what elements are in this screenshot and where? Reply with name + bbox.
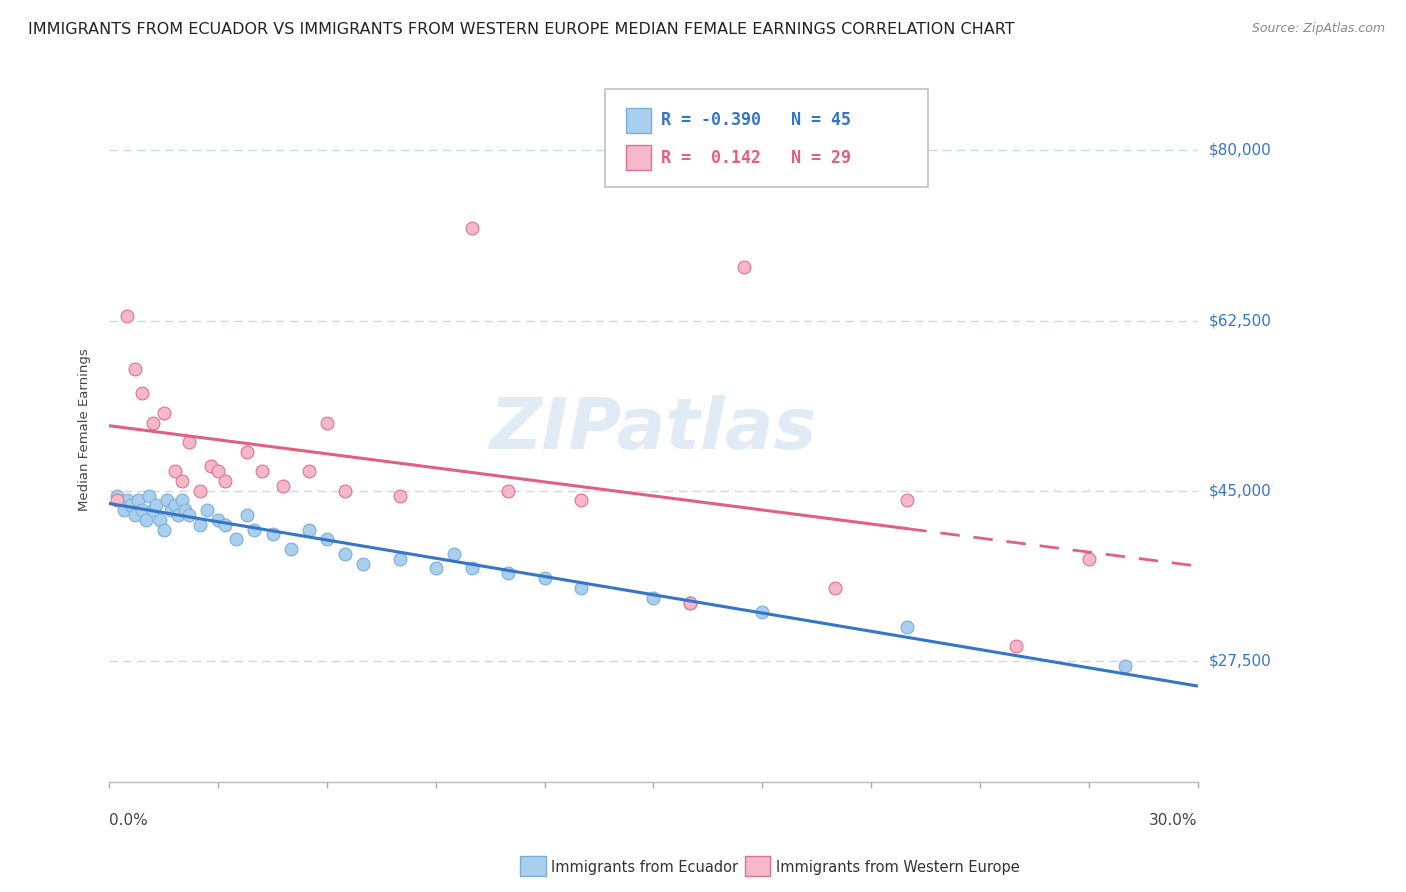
Point [156,493,179,508]
Point [112,503,135,517]
Point [569,581,592,595]
Point [333,547,356,561]
Point [117,493,139,508]
Point [225,533,247,547]
Point [170,474,193,488]
Point [388,489,411,503]
Text: $80,000: $80,000 [1209,143,1271,158]
Point [105,489,128,503]
Text: $27,500: $27,500 [1209,653,1271,668]
Point [170,493,193,508]
Point [533,571,555,585]
Point [179,435,201,450]
Point [679,595,702,609]
Point [569,493,592,508]
Point [127,493,149,508]
Point [896,620,918,634]
Point [131,503,153,517]
Point [152,523,174,537]
Point [236,444,259,458]
Point [643,591,665,605]
Point [124,508,146,522]
Point [1077,551,1099,566]
Text: Immigrants from Ecuador: Immigrants from Ecuador [551,860,738,874]
Point [200,459,222,474]
Point [498,566,520,581]
Text: $62,500: $62,500 [1209,313,1271,328]
Point [195,503,218,517]
Point [142,503,165,517]
Point [131,386,153,401]
Point [207,513,229,527]
Point [167,508,190,522]
Point [733,260,755,274]
Point [160,503,183,517]
Point [207,464,229,478]
Point [316,533,339,547]
Point [250,464,273,478]
Point [425,561,447,575]
Text: IMMIGRANTS FROM ECUADOR VS IMMIGRANTS FROM WESTERN EUROPE MEDIAN FEMALE EARNINGS: IMMIGRANTS FROM ECUADOR VS IMMIGRANTS FR… [28,22,1015,37]
Point [236,508,259,522]
Point [824,581,846,595]
Point [273,479,295,493]
Point [388,551,411,566]
Point [214,474,236,488]
Point [117,309,139,323]
Point [333,483,356,498]
Point [214,517,236,532]
Point [188,517,211,532]
Point [174,503,197,517]
Y-axis label: Median Female Earnings: Median Female Earnings [79,349,91,511]
Point [163,498,186,512]
Point [188,483,211,498]
Point [105,493,128,508]
Point [461,221,484,235]
Point [163,464,186,478]
Point [751,605,773,619]
Point [498,483,520,498]
Point [120,498,142,512]
Text: R = -0.390   N = 45: R = -0.390 N = 45 [661,112,851,129]
Point [124,362,146,376]
Point [145,498,167,512]
Text: 30.0%: 30.0% [1149,813,1198,828]
Text: 0.0%: 0.0% [110,813,148,828]
Point [152,406,174,420]
Point [243,523,266,537]
Point [280,541,302,556]
Point [179,508,201,522]
Point [1005,640,1028,654]
Text: $45,000: $45,000 [1209,483,1271,499]
Point [679,595,702,609]
Text: Source: ZipAtlas.com: Source: ZipAtlas.com [1251,22,1385,36]
Point [316,416,339,430]
Point [149,513,172,527]
Text: R =  0.142   N = 29: R = 0.142 N = 29 [661,149,851,167]
Point [142,416,165,430]
Point [1114,658,1136,673]
Text: ZIPatlas: ZIPatlas [489,395,817,465]
Point [461,561,484,575]
Point [138,489,160,503]
Point [298,523,321,537]
Point [298,464,321,478]
Point [262,527,284,541]
Point [443,547,465,561]
Point [896,493,918,508]
Point [352,557,374,571]
Point [135,513,157,527]
Text: Immigrants from Western Europe: Immigrants from Western Europe [776,860,1019,874]
